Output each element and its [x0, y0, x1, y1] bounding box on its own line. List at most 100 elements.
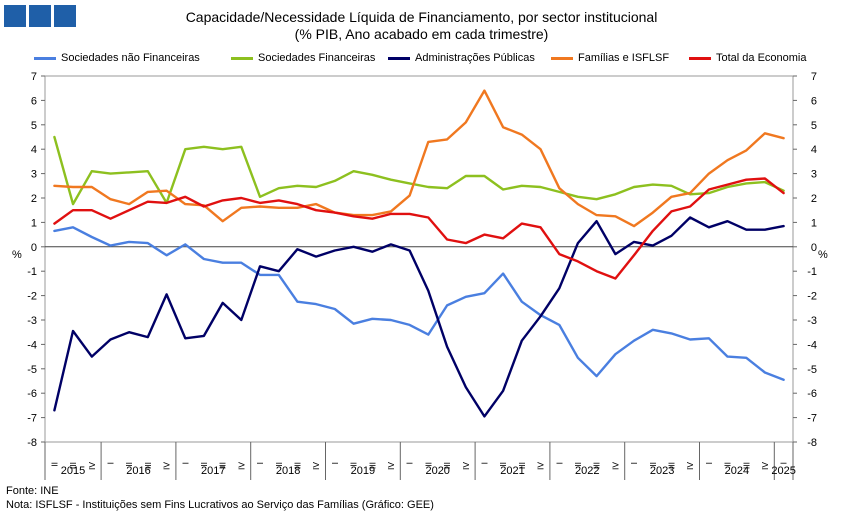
source-note: Fonte: INE [6, 485, 59, 497]
legend-item: Total da Economia [689, 52, 807, 64]
year-label: 2015 [61, 465, 85, 477]
x-tick-label: II [199, 462, 209, 467]
year-label: 2016 [126, 465, 150, 477]
legend-label: Famílias e ISFLSF [578, 52, 670, 64]
x-tick-label: III [68, 462, 78, 469]
x-tick-label: II [49, 462, 59, 467]
y-tick-label-left: -8 [27, 437, 37, 449]
plot-border [44, 75, 794, 443]
x-tick-label: III [367, 462, 377, 469]
y-tick-label-left: 0 [31, 242, 37, 254]
series-layer [53, 89, 785, 418]
legend-item: Famílias e ISFLSF [551, 52, 669, 64]
y-tick-label-right: -3 [807, 315, 817, 327]
legend-swatch [34, 56, 56, 60]
x-tick-label: IV [610, 462, 620, 470]
series-line-fam-lias-e-isflsf [53, 89, 785, 228]
x-tick-label: II [648, 462, 658, 467]
year-label: 2022 [575, 465, 599, 477]
x-tick-label: I [255, 462, 265, 464]
y-tick-label-right: 4 [811, 144, 817, 156]
year-label: 2023 [650, 465, 674, 477]
y-tick-label-left: 3 [31, 169, 37, 181]
x-tick-label: I [554, 462, 564, 464]
logo-square-2 [29, 5, 51, 27]
chart-title-line2: (% PIB, Ano acabado em cada trimestre) [294, 26, 549, 42]
x-tick-label: II [274, 462, 284, 467]
x-tick-label: II [723, 462, 733, 467]
legend-item: Sociedades Financeiras [231, 52, 375, 64]
x-tick-label: II [349, 462, 359, 467]
legend-swatch [231, 56, 253, 60]
y-axis-label-right: % [818, 249, 828, 261]
chart-legend: Sociedades não Financeiras Sociedades Fin… [0, 52, 843, 66]
y-tick-label-left: -4 [27, 339, 37, 351]
legend-item: Administrações Públicas [388, 52, 535, 64]
x-tick-label: IV [236, 462, 246, 470]
y-tick-label-right: 0 [811, 242, 817, 254]
x-tick-label: III [292, 462, 302, 469]
x-tick-label: III [218, 462, 228, 469]
y-tick-label-right: -7 [807, 413, 817, 425]
year-label: 2021 [500, 465, 524, 477]
x-tick-label: IV [311, 462, 321, 470]
y-axis-label-left: % [12, 249, 22, 261]
x-tick-label: II [423, 462, 433, 467]
x-tick-label: IV [536, 462, 546, 470]
year-label: 2025 [771, 465, 795, 477]
plot-area [44, 75, 794, 443]
x-tick-label: I [629, 462, 639, 464]
x-tick-label: I [180, 462, 190, 464]
y-tick-label-left: 6 [31, 95, 37, 107]
y-tick-label-left: -7 [27, 413, 37, 425]
legend-swatch [388, 56, 410, 60]
x-tick-label: IV [685, 462, 695, 470]
x-tick-label: I [405, 462, 415, 464]
year-label: 2018 [276, 465, 300, 477]
x-tick-label: I [779, 462, 789, 464]
axes: -8 -8 -7 -7 -6 -6 -5 -5 -4 -4 -3 -3 -2 -2 -1 -1 0 0 1 1 2 2 3 3… [12, 71, 828, 480]
x-tick-label: I [704, 462, 714, 464]
gee-logo [4, 5, 76, 27]
y-tick-label-right: 6 [811, 95, 817, 107]
x-tick-label: IV [87, 462, 97, 470]
chart-title-line1: Capacidade/Necessidade Líquida de Financ… [185, 9, 658, 25]
y-tick-label-right: 2 [811, 193, 817, 205]
logo-square-3 [54, 5, 76, 27]
legend-label: Administrações Públicas [415, 52, 535, 64]
x-tick-label: III [741, 462, 751, 469]
series-line-total-da-economia [53, 177, 785, 280]
x-tick-label: II [124, 462, 134, 467]
series-line-administra-es-p-blicas [53, 216, 785, 418]
y-tick-label-left: -3 [27, 315, 37, 327]
y-tick-label-left: 5 [31, 120, 37, 132]
chart-title: Capacidade/Necessidade Líquida de Financ… [0, 9, 843, 43]
y-tick-label-right: -6 [807, 388, 817, 400]
y-tick-label-right: 1 [811, 217, 817, 229]
y-tick-label-right: -1 [807, 266, 817, 278]
x-tick-label: I [330, 462, 340, 464]
y-tick-label-left: 1 [31, 217, 37, 229]
year-label: 2017 [201, 465, 225, 477]
x-tick-label: I [479, 462, 489, 464]
y-tick-label-right: -5 [807, 364, 817, 376]
x-tick-label: IV [386, 462, 396, 470]
y-tick-label-right: 5 [811, 120, 817, 132]
y-tick-label-left: 4 [31, 144, 37, 156]
y-tick-label-right: -2 [807, 291, 817, 303]
year-label: 2024 [725, 465, 749, 477]
legend-label: Sociedades não Financeiras [61, 52, 200, 64]
y-tick-label-right: -4 [807, 339, 817, 351]
legend-item: Sociedades não Financeiras [34, 52, 200, 64]
footnote: Nota: ISFLSF - Instituições sem Fins Luc… [6, 499, 434, 511]
y-tick-label-left: -2 [27, 291, 37, 303]
legend-swatch [689, 56, 711, 60]
y-tick-label-right: -8 [807, 437, 817, 449]
x-tick-label: IV [461, 462, 471, 470]
legend-swatch [551, 56, 573, 60]
y-tick-label-left: 7 [31, 71, 37, 83]
x-tick-label: III [442, 462, 452, 469]
y-tick-label-left: -1 [27, 266, 37, 278]
legend-label: Sociedades Financeiras [258, 52, 376, 64]
